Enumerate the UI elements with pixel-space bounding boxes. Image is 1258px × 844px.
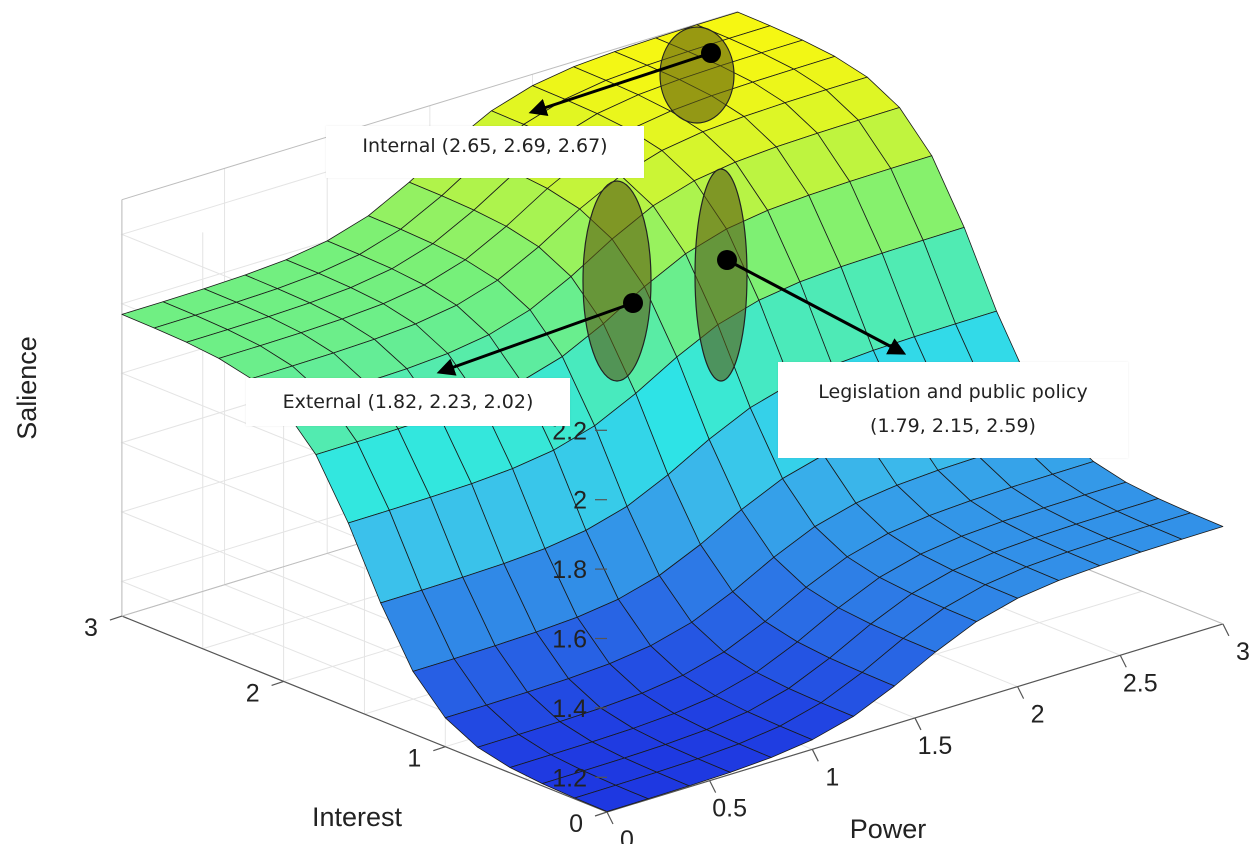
highlight-ellipse — [659, 26, 735, 124]
x-tick-mark — [606, 811, 614, 825]
y-tick-label: 2 — [246, 679, 260, 707]
callout-internal: Internal (2.65, 2.69, 2.67) — [326, 126, 644, 178]
x-tick-mark — [1222, 623, 1230, 637]
y-tick-mark — [271, 680, 284, 686]
x-tick-mark — [709, 780, 717, 793]
annotation-marker-dot — [623, 293, 643, 313]
axis-line — [121, 615, 608, 813]
x-tick-label: 3 — [1236, 638, 1250, 666]
annotation-arrow — [436, 301, 634, 376]
y-tick-label: 0 — [569, 810, 583, 838]
x-tick-label: 1 — [825, 763, 839, 791]
callout-external-text: External (1.82, 2.23, 2.02) — [282, 391, 534, 413]
annotation-markers — [436, 26, 907, 382]
y-axis-label: Interest — [312, 802, 403, 832]
x-tick-label: 2.5 — [1123, 669, 1158, 697]
annotation-marker-dot — [701, 43, 721, 63]
z-tick-label: 2 — [573, 487, 587, 515]
z-tick-label: 1.8 — [552, 556, 587, 584]
z-axis-label: Salience — [12, 336, 42, 440]
z-tick-label: 1.4 — [552, 695, 587, 723]
x-tick-label: 2 — [1031, 701, 1045, 729]
callout-legislation: Legislation and public policy (1.79, 2.1… — [778, 362, 1128, 458]
x-tick-mark — [811, 749, 819, 762]
y-tick-mark — [109, 615, 123, 621]
annotation-arrow — [726, 258, 907, 355]
x-axis-label: Power — [850, 814, 927, 844]
box-edge — [121, 11, 738, 201]
callout-external: External (1.82, 2.23, 2.02) — [246, 378, 570, 426]
highlight-ellipse — [582, 180, 652, 382]
annotation-marker-dot — [717, 250, 737, 270]
x-tick-mark — [1119, 654, 1127, 668]
x-tick-mark — [914, 717, 922, 731]
x-tick-label: 1.5 — [918, 732, 953, 760]
y-tick-mark — [433, 746, 446, 752]
annotation-arrow — [528, 51, 712, 117]
x-tick-label: 0.5 — [712, 795, 747, 823]
y-tick-label: 3 — [84, 614, 98, 642]
x-tick-mark — [1017, 686, 1025, 699]
y-tick-label: 1 — [407, 745, 421, 773]
surface-patch — [574, 784, 649, 812]
x-tick-label: 0 — [620, 826, 634, 844]
highlight-ellipse — [694, 168, 748, 382]
y-tick-mark — [594, 811, 608, 817]
callout-internal-text: Internal (2.65, 2.69, 2.67) — [362, 135, 608, 157]
callout-legislation-line1: Legislation and public policy — [818, 381, 1088, 403]
z-tick-label: 1.2 — [552, 764, 587, 792]
callout-legislation-line2: (1.79, 2.15, 2.59) — [870, 415, 1036, 437]
z-tick-label: 1.6 — [552, 626, 587, 654]
